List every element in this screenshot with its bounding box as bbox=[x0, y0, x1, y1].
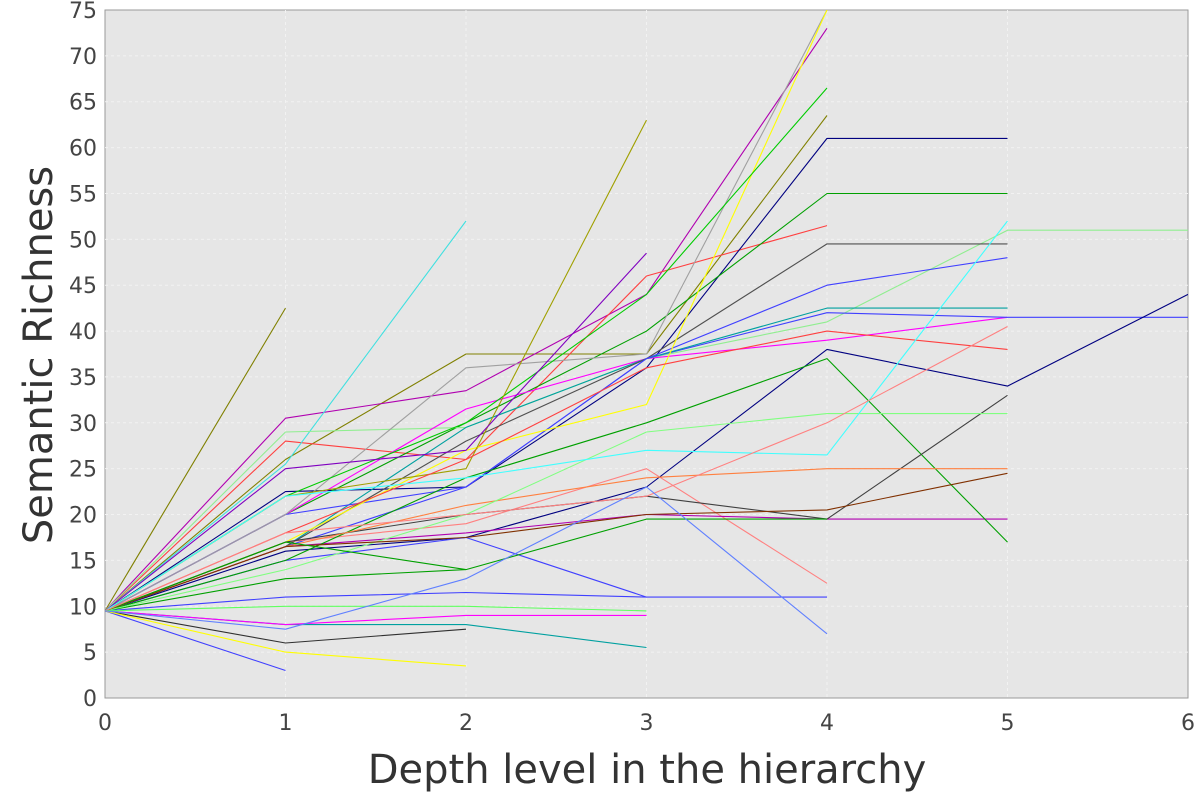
series-line-3 bbox=[105, 27, 828, 612]
x-axis-title: Depth level in the hierarchy bbox=[368, 747, 927, 793]
series-line-1 bbox=[105, 307, 286, 612]
y-tick-label: 10 bbox=[69, 595, 97, 620]
y-axis-title: Semantic Richness bbox=[16, 166, 62, 544]
y-tick-label: 25 bbox=[69, 458, 97, 483]
y-tick-label: 40 bbox=[69, 320, 97, 345]
series-line-35 bbox=[105, 220, 1008, 612]
x-tick-label: 2 bbox=[459, 711, 473, 736]
x-tick-label: 0 bbox=[98, 711, 112, 736]
y-tick-label: 15 bbox=[69, 549, 97, 574]
y-tick-label: 35 bbox=[69, 366, 97, 391]
series-line-37 bbox=[105, 518, 827, 612]
y-tick-label: 55 bbox=[69, 182, 97, 207]
y-tick-label: 60 bbox=[69, 137, 97, 162]
series-line-38 bbox=[105, 326, 1008, 612]
series-line-17 bbox=[105, 610, 286, 672]
y-tick-label: 30 bbox=[69, 412, 97, 437]
y-tick-label: 0 bbox=[83, 687, 97, 712]
series-line-30 bbox=[105, 358, 1008, 612]
x-tick-label: 6 bbox=[1181, 711, 1195, 736]
grid-lines bbox=[105, 10, 1188, 698]
y-tick-label: 5 bbox=[83, 641, 97, 666]
series-line-18 bbox=[105, 610, 467, 644]
series-line-34 bbox=[105, 413, 1008, 612]
y-tick-label: 45 bbox=[69, 274, 97, 299]
series-line-25 bbox=[105, 10, 828, 612]
x-tick-label: 1 bbox=[279, 711, 293, 736]
series-line-39 bbox=[105, 605, 647, 612]
series-line-40 bbox=[105, 486, 828, 635]
y-tick-labels: 0 5 10 15 20 25 30 35 40 45 50 55 60 65 70 75 bbox=[69, 0, 97, 712]
series-line-22 bbox=[105, 569, 467, 612]
series-line-7 bbox=[105, 220, 467, 612]
series-line-29 bbox=[105, 252, 647, 612]
series-line-21 bbox=[105, 610, 467, 667]
y-tick-label: 75 bbox=[69, 0, 97, 24]
x-tick-labels: 0 1 2 3 4 5 6 bbox=[98, 711, 1195, 736]
y-tick-label: 50 bbox=[69, 228, 97, 253]
x-tick-label: 4 bbox=[820, 711, 834, 736]
y-tick-label: 65 bbox=[69, 91, 97, 116]
series-line-23 bbox=[105, 591, 827, 612]
x-tick-label: 3 bbox=[640, 711, 654, 736]
y-tick-label: 70 bbox=[69, 45, 97, 70]
y-tick-label: 20 bbox=[69, 504, 97, 529]
series-line-36 bbox=[105, 472, 1008, 612]
series-lines bbox=[105, 10, 1188, 672]
series-line-2 bbox=[105, 115, 828, 612]
x-tick-label: 5 bbox=[1001, 711, 1015, 736]
series-line-20 bbox=[105, 610, 647, 626]
